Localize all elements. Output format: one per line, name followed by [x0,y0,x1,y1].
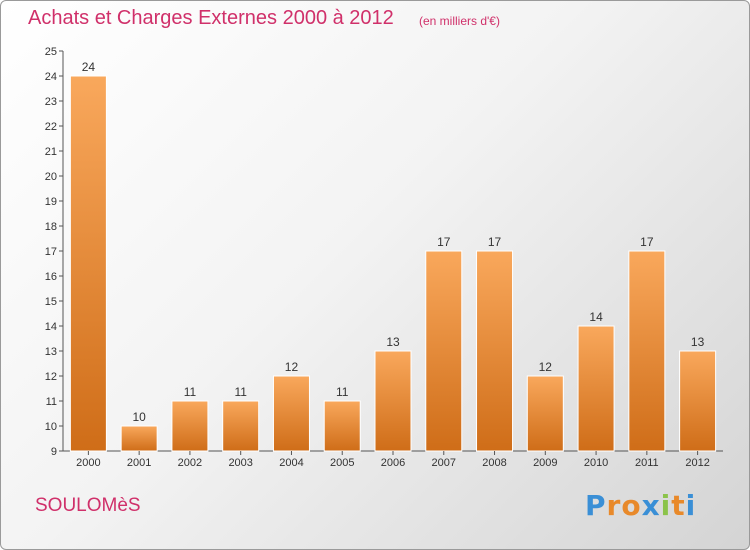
x-tick-label: 2000 [76,457,100,469]
y-tick-label: 24 [45,71,57,83]
y-tick-label: 12 [45,371,57,383]
x-tick-label: 2005 [330,457,354,469]
data-label: 17 [437,235,451,249]
y-tick-label: 19 [45,196,57,208]
x-tick-label: 2004 [279,457,303,469]
bar [577,325,615,452]
y-tick-label: 20 [45,171,57,183]
y-tick-label: 9 [51,446,57,458]
x-tick-label: 2002 [178,457,202,469]
bar [120,425,158,452]
y-tick-label: 25 [45,46,57,58]
bar [171,400,209,452]
bar [323,400,361,452]
bar [222,400,260,452]
data-label: 11 [234,385,247,399]
x-tick-label: 2010 [584,457,608,469]
data-label: 13 [386,335,400,349]
data-label: 14 [589,310,603,324]
y-tick-label: 11 [46,396,57,408]
y-tick-label: 22 [45,121,57,133]
x-tick-label: 2003 [228,457,252,469]
commune-name: SOULOMèS [35,495,141,516]
y-tick-label: 23 [45,96,57,108]
y-tick-label: 17 [45,246,57,258]
bar [272,375,310,452]
y-tick-label: 10 [45,421,57,433]
data-label: 12 [539,360,553,374]
data-label: 11 [184,385,197,399]
bar [425,250,463,452]
data-label: 12 [285,360,299,374]
x-tick-label: 2009 [533,457,557,469]
logo-letter: i [685,489,697,522]
x-tick-label: 2001 [127,457,151,469]
bar [69,75,107,452]
y-tick-label: 18 [45,221,57,233]
y-tick-label: 16 [45,271,57,283]
bar [679,350,717,452]
data-label: 13 [691,335,705,349]
x-tick-label: 2012 [685,457,709,469]
y-tick-label: 13 [45,346,57,358]
logo-letter: i [660,489,672,522]
logo-letter: x [641,489,661,522]
bar [628,250,666,452]
chart-subtitle: (en milliers d'€) [419,14,500,28]
data-label: 10 [132,410,146,424]
chart-title: Achats et Charges Externes 2000 à 2012 [28,7,394,29]
x-tick-label: 2008 [482,457,506,469]
data-label: 17 [640,235,654,249]
data-label: 11 [336,385,349,399]
x-tick-label: 2011 [635,457,659,469]
y-tick-label: 14 [45,321,57,333]
bar [476,250,514,452]
data-label: 17 [488,235,502,249]
logo-letter: P [585,489,607,522]
bar [526,375,564,452]
logo-letter: r [606,489,622,522]
bar [374,350,412,452]
x-tick-label: 2006 [381,457,405,469]
y-tick-label: 21 [45,146,57,158]
x-tick-label: 2007 [432,457,456,469]
logo-letter: o [621,489,642,522]
proxiti-logo: Proxiti [585,489,696,522]
logo-letter: t [671,489,686,522]
data-label: 24 [82,60,96,74]
y-tick-label: 15 [45,296,57,308]
